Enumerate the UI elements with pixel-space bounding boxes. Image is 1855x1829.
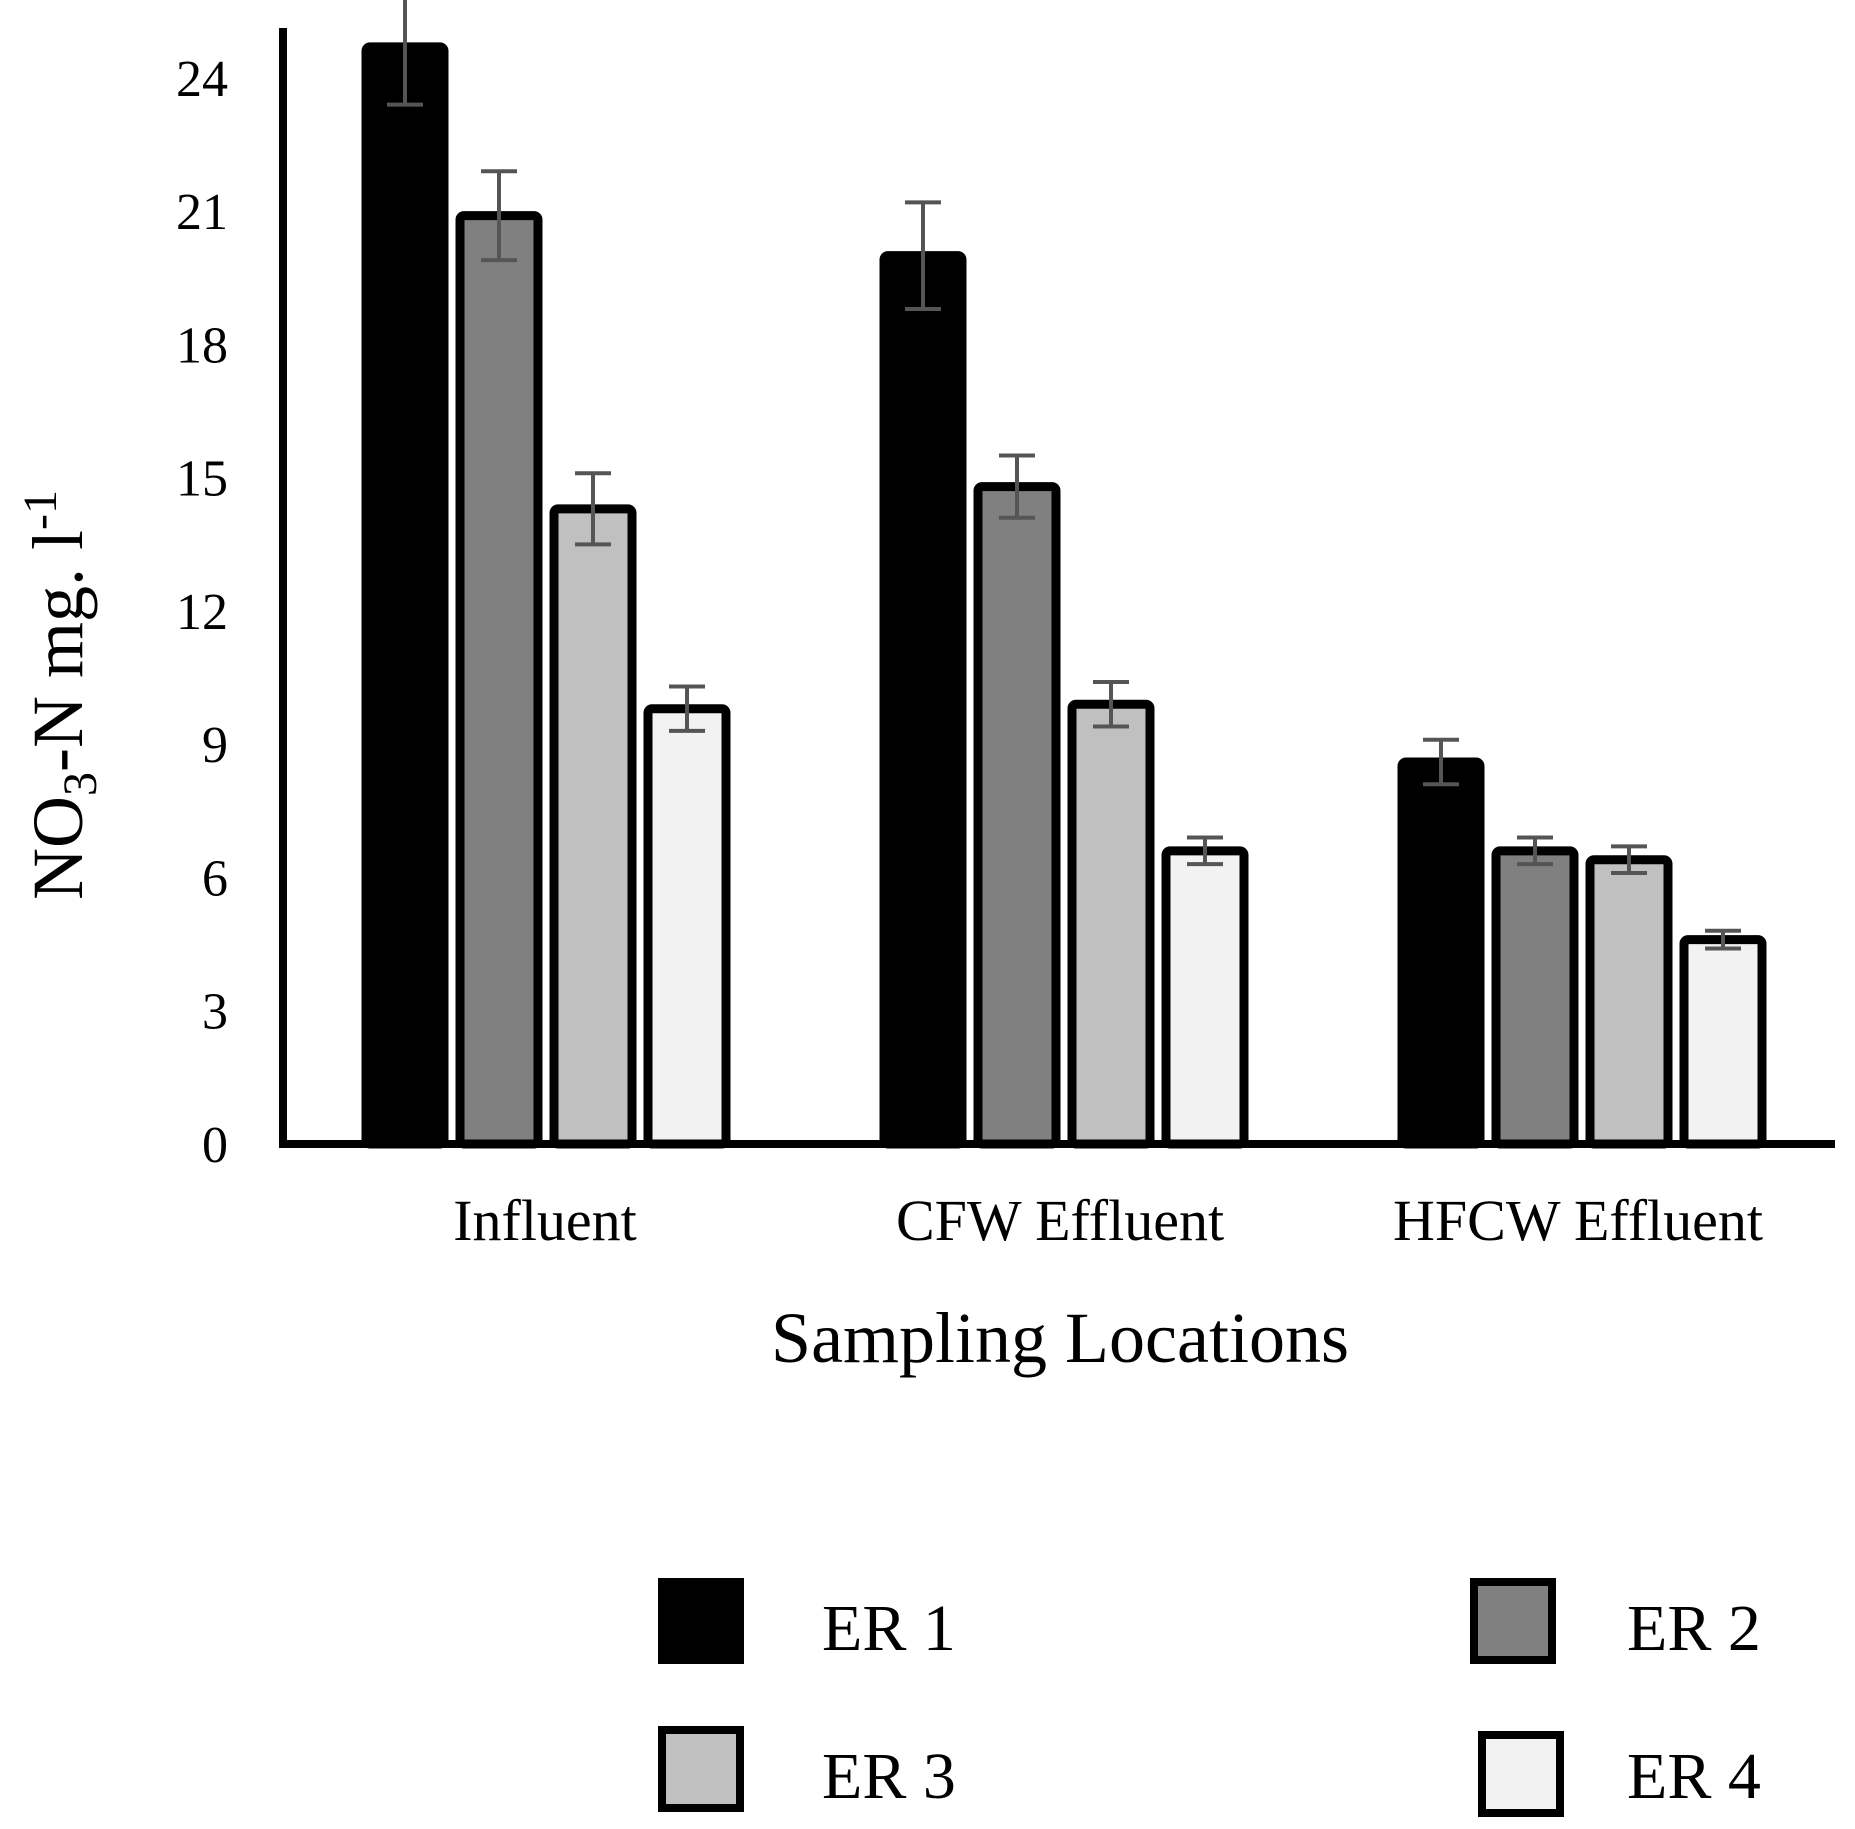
bar-influent-er-3 (549, 504, 637, 1149)
x-category-label-hfcw-effluent: HFCW Effluent (1393, 1188, 1763, 1253)
error-bar-cfw-effluent-er-3 (1093, 680, 1129, 729)
error-bar-hfcw-effluent-er-3 (1611, 844, 1647, 876)
bar-influent-er-4 (643, 704, 731, 1149)
error-bar-influent-er-2 (481, 169, 517, 263)
legend-item-er-1: ER 1 (658, 1578, 956, 1665)
y-tick-labels: 0 3 6 9 12 15 18 21 24 (176, 51, 228, 1174)
legend-item-er-2: ER 2 (1470, 1578, 1761, 1665)
x-category-labels: Influent CFW Effluent HFCW Effluent (453, 1188, 1763, 1253)
y-tick-label-6: 6 (202, 850, 228, 907)
error-bar-cfw-effluent-er-1 (905, 200, 941, 311)
bar-cfw-effluent-er-4 (1161, 846, 1249, 1149)
error-bar-cfw-effluent-er-4 (1187, 835, 1223, 867)
error-bar-cfw-effluent-er-2 (999, 453, 1035, 520)
bar-influent-er-2 (455, 211, 543, 1149)
y-tick-label-9: 9 (202, 717, 228, 774)
bar-hfcw-effluent-er-4 (1679, 935, 1767, 1149)
y-axis-title: NO3-N mg. l-1 (14, 490, 107, 900)
legend-label-er-3: ER 3 (822, 1740, 956, 1813)
error-bar-influent-er-3 (575, 471, 611, 547)
legend-label-er-2: ER 2 (1627, 1592, 1761, 1665)
bar-influent-er-1 (361, 42, 449, 1149)
y-tick-label-18: 18 (176, 317, 228, 374)
y-axis-title-subscript: 3 (54, 772, 107, 796)
y-tick-label-21: 21 (176, 184, 228, 241)
legend-item-er-3: ER 3 (658, 1726, 956, 1813)
y-tick-label-3: 3 (202, 984, 228, 1041)
error-bar-influent-er-4 (669, 684, 705, 733)
x-category-label-influent: Influent (453, 1188, 637, 1253)
legend-label-er-4: ER 4 (1627, 1740, 1761, 1813)
error-bar-hfcw-effluent-er-1 (1423, 737, 1459, 787)
y-tick-label-12: 12 (176, 584, 228, 641)
error-bars-layer (387, 0, 1741, 951)
bars-layer (361, 42, 1767, 1149)
legend-swatch-er-2 (1470, 1578, 1556, 1664)
y-tick-label-15: 15 (176, 451, 228, 508)
y-tick-label-0: 0 (202, 1117, 228, 1174)
bar-cfw-effluent-er-3 (1067, 699, 1155, 1149)
legend-swatch-er-4 (1478, 1731, 1564, 1817)
bar-hfcw-effluent-er-1 (1397, 757, 1485, 1149)
legend-swatch-er-1 (658, 1578, 744, 1664)
error-bar-hfcw-effluent-er-4 (1705, 928, 1741, 951)
bar-hfcw-effluent-er-3 (1585, 855, 1673, 1149)
y-axis-title-main: NO (18, 796, 98, 900)
legend: ER 1 ER 2 ER 3 ER 4 (658, 1578, 1761, 1817)
bar-cfw-effluent-er-1 (879, 251, 967, 1149)
legend-label-er-1: ER 1 (822, 1592, 956, 1665)
legend-swatch-er-3 (658, 1726, 744, 1812)
error-bar-influent-er-1 (387, 0, 423, 107)
error-bar-hfcw-effluent-er-2 (1517, 835, 1553, 867)
bar-cfw-effluent-er-2 (973, 482, 1061, 1149)
bar-hfcw-effluent-er-2 (1491, 846, 1579, 1149)
y-tick-label-24: 24 (176, 51, 228, 108)
legend-item-er-4: ER 4 (1478, 1731, 1761, 1817)
y-axis-title-superscript: -1 (14, 490, 67, 530)
y-axis-title-mid: -N mg. l (18, 530, 98, 772)
x-category-label-cfw-effluent: CFW Effluent (896, 1188, 1224, 1253)
x-axis-title: Sampling Locations (771, 1298, 1349, 1378)
